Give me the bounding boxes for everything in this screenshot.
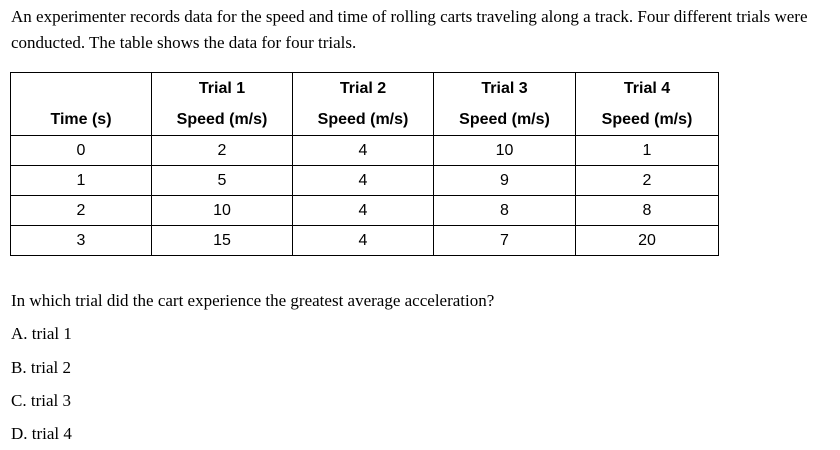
trial-4-speed-cell: 1 <box>575 135 719 166</box>
trial-4-speed-cell: 2 <box>575 165 719 196</box>
intro-paragraph: An experimenter records data for the spe… <box>11 7 808 52</box>
option-c: C. trial 3 <box>11 390 71 412</box>
time-cell: 2 <box>10 195 152 226</box>
trial-1-speed-header: Speed (m/s) <box>151 104 293 136</box>
trial-3-speed-cell: 7 <box>433 225 576 256</box>
trial-1-speed-cell: 2 <box>151 135 293 166</box>
blank-header-cell <box>10 72 152 104</box>
trial-4-speed-header: Speed (m/s) <box>575 104 719 136</box>
trial-1-speed-cell: 10 <box>151 195 293 226</box>
trial-4-speed-cell: 8 <box>575 195 719 226</box>
trial-3-header: Trial 3 <box>433 72 576 104</box>
option-d-text: trial 4 <box>31 424 72 443</box>
trial-4-speed-cell: 20 <box>575 225 719 256</box>
time-cell: 0 <box>10 135 152 166</box>
trial-3-speed-cell: 10 <box>433 135 576 166</box>
trial-2-speed-header: Speed (m/s) <box>292 104 434 136</box>
option-b-text: trial 2 <box>30 358 71 377</box>
table-header-row-trials: Trial 1 Trial 2 Trial 3 Trial 4 <box>10 72 719 104</box>
table-header-row-units: Time (s) Speed (m/s) Speed (m/s) Speed (… <box>10 104 719 136</box>
trial-2-speed-cell: 4 <box>292 165 434 196</box>
trial-2-header: Trial 2 <box>292 72 434 104</box>
trial-4-header: Trial 4 <box>575 72 719 104</box>
time-cell: 3 <box>10 225 152 256</box>
option-c-letter: C. <box>11 391 27 410</box>
question-text: In which trial did the cart experience t… <box>11 291 495 310</box>
option-b-letter: B. <box>11 358 27 377</box>
trial-3-speed-cell: 8 <box>433 195 576 226</box>
time-column-header: Time (s) <box>10 104 152 136</box>
time-cell: 1 <box>10 165 152 196</box>
option-c-text: trial 3 <box>30 391 71 410</box>
option-a-letter: A. <box>11 324 28 343</box>
option-a: A. trial 1 <box>11 323 72 345</box>
option-d: D. trial 4 <box>11 423 72 445</box>
trial-3-speed-header: Speed (m/s) <box>433 104 576 136</box>
trial-2-speed-cell: 4 <box>292 195 434 226</box>
table-row: 3 15 4 7 20 <box>10 225 719 256</box>
table-row: 1 5 4 9 2 <box>10 165 719 196</box>
trial-2-speed-cell: 4 <box>292 225 434 256</box>
trial-2-speed-cell: 4 <box>292 135 434 166</box>
option-a-text: trial 1 <box>31 324 72 343</box>
trial-1-speed-cell: 15 <box>151 225 293 256</box>
table-row: 2 10 4 8 8 <box>10 195 719 226</box>
trial-3-speed-cell: 9 <box>433 165 576 196</box>
trial-1-speed-cell: 5 <box>151 165 293 196</box>
option-d-letter: D. <box>11 424 28 443</box>
trial-1-header: Trial 1 <box>151 72 293 104</box>
data-table: Trial 1 Trial 2 Trial 3 Trial 4 Time (s)… <box>10 72 719 256</box>
option-b: B. trial 2 <box>11 357 71 379</box>
table-row: 0 2 4 10 1 <box>10 135 719 166</box>
